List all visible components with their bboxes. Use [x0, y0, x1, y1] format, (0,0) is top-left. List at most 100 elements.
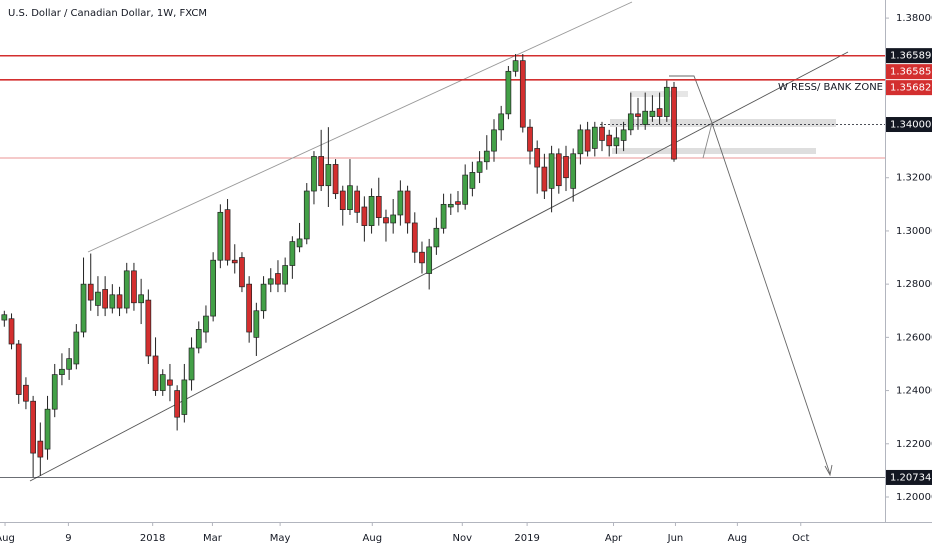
x-tick-label: May — [270, 533, 291, 544]
candle-body — [498, 113, 505, 131]
x-tick-label: Jun — [667, 533, 684, 544]
candle-body — [195, 329, 202, 349]
candle-body — [275, 273, 281, 285]
price-label-box — [886, 469, 932, 485]
candle-body — [303, 190, 310, 240]
price-label: 1.35682 — [890, 83, 931, 94]
candle-body — [260, 283, 267, 312]
y-tick-label: 1.20000 — [896, 492, 932, 503]
arrow-head — [824, 464, 833, 477]
candle-body — [491, 129, 497, 152]
zone — [610, 119, 836, 127]
candle-body — [541, 166, 548, 192]
x-tick-label: 2019 — [514, 533, 539, 544]
candle-body — [332, 164, 339, 195]
candle-body — [534, 148, 541, 168]
annotation: W RESS/ BANK ZONE — [778, 82, 883, 93]
candle-body — [188, 347, 195, 381]
channel-line — [87, 1, 633, 253]
projection-arrow — [702, 122, 713, 159]
candle-body — [80, 283, 87, 333]
candle-body — [397, 190, 404, 216]
candle-body — [203, 315, 209, 333]
price-label: 1.34000 — [890, 120, 931, 131]
candle-body — [577, 129, 584, 155]
candle-body — [635, 113, 641, 117]
candle-body — [15, 343, 22, 395]
candle-body — [123, 270, 130, 309]
candle-body — [311, 156, 317, 192]
x-tick-label: Apr — [605, 533, 623, 544]
projection-arrow — [669, 75, 831, 475]
x-tick-label: Aug — [728, 533, 748, 544]
price-label: 1.20734 — [890, 472, 931, 483]
y-tick-label: 1.26000 — [896, 332, 932, 343]
x-tick-label: Oct — [792, 533, 809, 544]
candle-body — [339, 190, 346, 211]
plot — [0, 54, 885, 478]
y-tick-label: 1.22000 — [896, 439, 932, 450]
y-tick-label: 1.32000 — [896, 173, 932, 184]
candle-body — [138, 294, 144, 304]
candle-body — [253, 310, 260, 338]
candle-body — [455, 201, 461, 205]
candle-body — [404, 190, 411, 224]
candle-body — [318, 156, 325, 187]
price-label-box — [886, 80, 932, 96]
candle-body — [296, 238, 303, 248]
candle-body — [231, 259, 238, 264]
candle-body — [447, 203, 454, 208]
candle-body — [411, 222, 418, 253]
candle-body — [239, 257, 245, 288]
chart-title: U.S. Dollar / Canadian Dollar, 1W, FXCM — [8, 8, 207, 19]
candle-body — [620, 129, 627, 141]
candle-body — [282, 265, 289, 285]
drawings — [0, 1, 885, 482]
candle-body — [210, 259, 216, 317]
price-label: 1.36589 — [890, 51, 931, 62]
price-label-box — [886, 117, 932, 133]
candle-body — [152, 355, 159, 391]
candle-body — [548, 153, 555, 189]
candle-body — [671, 86, 677, 160]
candle-body — [167, 379, 173, 386]
candle-body — [289, 241, 296, 266]
candle-body — [116, 294, 123, 309]
candle-body — [375, 195, 382, 218]
candle-body — [59, 368, 65, 375]
candle-body — [663, 86, 670, 117]
candle-body — [87, 283, 94, 301]
candle-body — [95, 291, 101, 306]
candle-body — [584, 129, 591, 152]
candle-body — [131, 270, 137, 304]
candle-body — [73, 331, 80, 365]
y-tick-label: 1.30000 — [896, 226, 932, 237]
candle-body — [66, 358, 72, 370]
candle-body — [145, 299, 152, 357]
candle-body — [390, 214, 397, 224]
candle-body — [563, 156, 569, 179]
candle-body — [433, 227, 440, 248]
candle-body — [476, 161, 483, 173]
candle-body — [8, 318, 15, 345]
candle-body — [599, 126, 605, 141]
candle-body — [383, 217, 389, 224]
x-tick-label: Aug — [363, 533, 383, 544]
candle-body — [505, 70, 512, 115]
candle-body — [469, 172, 476, 189]
zone — [612, 148, 816, 154]
candle-body — [426, 246, 433, 274]
candle-body — [181, 379, 188, 415]
candle-body — [347, 185, 353, 211]
candle-body — [527, 126, 533, 152]
y-tick-label: 1.28000 — [896, 279, 932, 290]
x-tick-label: 9 — [65, 533, 71, 544]
candle-body — [440, 203, 447, 229]
price-label-box — [886, 64, 932, 80]
candle-body — [246, 283, 253, 333]
candle-body — [570, 153, 577, 189]
candle-body — [512, 60, 519, 72]
candle-body — [159, 374, 166, 391]
candle-body — [51, 374, 58, 410]
